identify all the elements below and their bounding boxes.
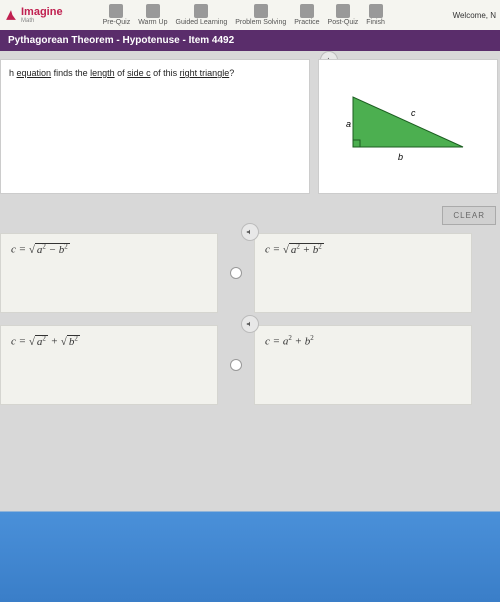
figure-box: a b c bbox=[318, 59, 498, 194]
q-sidec: side c bbox=[127, 68, 151, 78]
warmup-icon bbox=[146, 4, 160, 18]
answer-option-a[interactable]: c = a2 − b2 bbox=[0, 233, 218, 313]
answer-row-1: c = a2 − b2 c = a2 + b2 bbox=[0, 233, 500, 313]
spacer bbox=[0, 417, 500, 507]
q-triangle: right triangle bbox=[180, 68, 230, 78]
brand-name: Imagine bbox=[21, 6, 63, 18]
brand-icon bbox=[4, 8, 18, 22]
sqrt-icon: a2 + b2 bbox=[283, 242, 324, 256]
label-b: b bbox=[398, 152, 403, 162]
clear-button[interactable]: CLEAR bbox=[442, 206, 496, 225]
problem-icon bbox=[254, 4, 268, 18]
nav-prequiz[interactable]: Pre-Quiz bbox=[103, 4, 131, 26]
answer-option-c[interactable]: c = a2 + b2 bbox=[0, 325, 218, 405]
nav-problem[interactable]: Problem Solving bbox=[235, 4, 286, 26]
q-length: length bbox=[90, 68, 115, 78]
sqrt-icon: b2 bbox=[61, 334, 80, 348]
answer-row-2: c = a2 + b2 c = a2 + b2 bbox=[0, 325, 500, 405]
answer-option-d[interactable]: c = a2 + b2 bbox=[254, 325, 472, 405]
audio-button-row2[interactable] bbox=[241, 315, 259, 333]
lesson-title: Pythagorean Theorem - Hypotenuse - Item … bbox=[8, 35, 234, 46]
radio-col-2 bbox=[218, 359, 254, 371]
welcome-text: Welcome, N bbox=[453, 11, 496, 20]
label-a: a bbox=[346, 119, 351, 129]
nav-postquiz[interactable]: Post-Quiz bbox=[328, 4, 359, 26]
question-box: h equation finds the length of side c of… bbox=[0, 59, 310, 194]
lesson-header: Pythagorean Theorem - Hypotenuse - Item … bbox=[0, 30, 500, 51]
nav-warmup[interactable]: Warm Up bbox=[138, 4, 167, 26]
content-area: h equation finds the length of side c of… bbox=[0, 51, 500, 515]
nav-guided[interactable]: Guided Learning bbox=[176, 4, 228, 26]
guided-icon bbox=[194, 4, 208, 18]
practice-icon bbox=[300, 4, 314, 18]
label-c: c bbox=[411, 108, 416, 118]
triangle-diagram: a b c bbox=[343, 82, 473, 172]
audio-button-row1[interactable] bbox=[241, 223, 259, 241]
radio-option-c[interactable] bbox=[230, 359, 242, 371]
finish-icon bbox=[369, 4, 383, 18]
radio-option-a[interactable] bbox=[230, 267, 242, 279]
sqrt-icon: a2 − b2 bbox=[29, 242, 70, 256]
speaker-icon bbox=[246, 228, 254, 236]
brand-sub: Math bbox=[21, 18, 63, 24]
top-nav: Imagine Math Pre-Quiz Warm Up Guided Lea… bbox=[0, 0, 500, 30]
nav-finish[interactable]: Finish bbox=[366, 4, 385, 26]
q-equation: equation bbox=[17, 68, 52, 78]
sqrt-icon: a2 bbox=[29, 334, 48, 348]
prequiz-icon bbox=[109, 4, 123, 18]
speaker-icon bbox=[246, 320, 254, 328]
nav-items: Pre-Quiz Warm Up Guided Learning Problem… bbox=[103, 4, 385, 26]
radio-col-1 bbox=[218, 267, 254, 279]
nav-practice[interactable]: Practice bbox=[294, 4, 319, 26]
answer-option-b[interactable]: c = a2 + b2 bbox=[254, 233, 472, 313]
postquiz-icon bbox=[336, 4, 350, 18]
question-row: h equation finds the length of side c of… bbox=[0, 59, 500, 194]
answers-area: c = a2 − b2 c = a2 + b2 c = a2 + b2 c = … bbox=[0, 233, 500, 405]
brand-logo: Imagine Math bbox=[4, 6, 63, 24]
